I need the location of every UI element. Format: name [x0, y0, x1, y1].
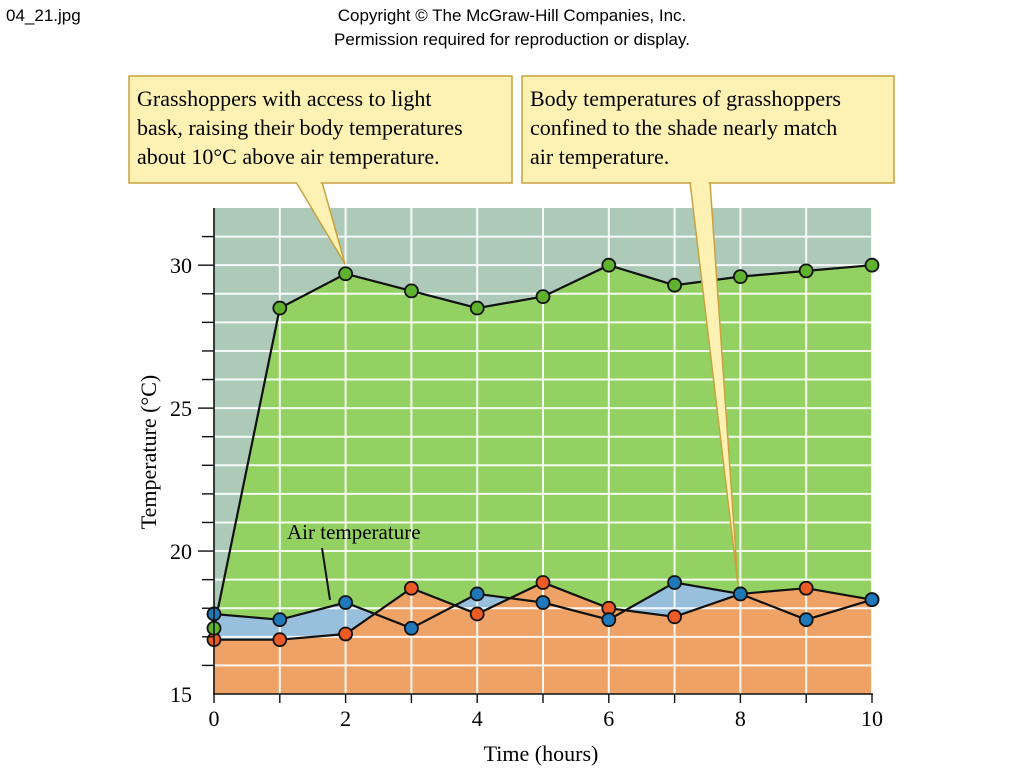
y-axis-label: Temperature (°C) — [136, 375, 161, 529]
callout-text-line: confined to the shade nearly match — [530, 115, 837, 140]
callout-2: Body temperatures of grasshoppers confine… — [521, 75, 895, 586]
shade-data-point — [272, 632, 288, 648]
shade-data-point — [338, 626, 354, 642]
sun-data-point — [601, 257, 617, 273]
air-data-point — [667, 575, 682, 590]
air-data-point — [469, 586, 485, 602]
callout-1: Grasshoppers with access to light bask, r… — [128, 75, 513, 265]
air-data-point — [535, 595, 551, 610]
air-temperature-annotation: Air temperature — [287, 520, 421, 544]
x-tick-label: 2 — [340, 706, 351, 731]
sun-data-point — [667, 277, 682, 293]
callout-text-line: about 10°C above air temperature. — [137, 144, 440, 169]
sun-data-point — [403, 283, 419, 299]
file-name-label: 04_21.jpg — [6, 6, 81, 25]
x-tick-label: 4 — [472, 706, 483, 731]
copyright-line-2: Permission required for reproduction or … — [334, 30, 690, 49]
x-tick-label: 0 — [209, 706, 220, 731]
callout-text-line: Grasshoppers with access to light — [137, 86, 432, 111]
shade-data-point — [798, 580, 814, 596]
sun-data-point — [272, 300, 288, 316]
plot-area: Air temperature — [206, 208, 880, 694]
callout-box — [521, 75, 895, 184]
air-data-point — [798, 612, 814, 628]
callout-box — [128, 75, 513, 184]
x-tick-label: 8 — [735, 706, 746, 731]
shade-data-point — [403, 580, 419, 596]
callouts: Grasshoppers with access to light bask, r… — [128, 75, 895, 586]
axes: Time (hours) Temperature (°C) 15 20 25 30 0 2… — [136, 208, 883, 766]
sun-data-point — [469, 300, 485, 316]
sun-data-point — [733, 269, 748, 285]
copyright-notice: Copyright © The McGraw-Hill Companies, I… — [0, 4, 1024, 52]
x-tick-label: 6 — [603, 706, 614, 731]
shade-data-point — [667, 609, 682, 625]
sun-data-point — [535, 289, 551, 305]
air-data-point — [272, 612, 288, 628]
sun-data-point — [864, 257, 880, 273]
sun-data-point — [798, 263, 814, 279]
x-axis-label: Time (hours) — [484, 741, 599, 766]
callout-text-line: bask, raising their body temperatures — [137, 115, 463, 140]
air-data-point — [338, 595, 354, 610]
air-data-point — [403, 620, 419, 636]
y-tick-label: 30 — [170, 253, 192, 278]
shade-data-point — [469, 606, 485, 622]
callout-text-line: Body temperatures of grasshoppers — [530, 86, 841, 111]
air-temperature-leader-line — [321, 547, 331, 601]
y-tick-label: 15 — [170, 682, 192, 707]
y-tick-label: 25 — [170, 396, 192, 421]
copyright-line-1: Copyright © The McGraw-Hill Companies, I… — [337, 6, 687, 25]
shade-data-point — [535, 575, 551, 590]
air-data-point — [601, 612, 617, 628]
sun-data-point — [338, 266, 354, 282]
x-tick-label: 10 — [861, 706, 883, 731]
callout-text-line: air temperature. — [530, 144, 669, 169]
y-tick-label: 20 — [170, 539, 192, 564]
air-data-point — [864, 592, 880, 608]
air-data-point — [733, 586, 748, 602]
